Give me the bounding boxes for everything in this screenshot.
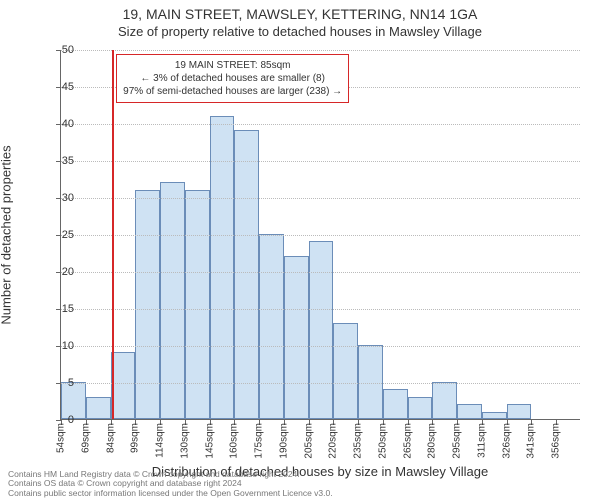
annotation-line-1: 19 MAIN STREET: 85sqm bbox=[123, 59, 342, 72]
annotation-line-3: 97% of semi-detached houses are larger (… bbox=[123, 85, 342, 98]
xtick-label: 190sqm bbox=[278, 423, 289, 459]
ytick-label: 35 bbox=[44, 155, 74, 167]
ytick-label: 40 bbox=[44, 118, 74, 130]
y-axis-label: Number of detached properties bbox=[0, 145, 14, 324]
ytick-label: 45 bbox=[44, 81, 74, 93]
xtick-label: 356sqm bbox=[551, 423, 562, 459]
ytick-label: 15 bbox=[44, 303, 74, 315]
title-line-1: 19, MAIN STREET, MAWSLEY, KETTERING, NN1… bbox=[0, 6, 600, 22]
xtick-label: 145sqm bbox=[204, 423, 215, 459]
xtick-label: 265sqm bbox=[402, 423, 413, 459]
ytick-label: 25 bbox=[44, 229, 74, 241]
footer-line-3: Contains public sector information licen… bbox=[8, 489, 333, 498]
histogram-bar bbox=[135, 190, 160, 419]
gridline bbox=[61, 124, 580, 125]
annotation-line-2: ← 3% of detached houses are smaller (8) bbox=[123, 72, 342, 85]
histogram-bar bbox=[86, 397, 111, 419]
gridline bbox=[61, 161, 580, 162]
histogram-bar bbox=[234, 130, 259, 419]
xtick-label: 99sqm bbox=[130, 423, 141, 453]
xtick-label: 114sqm bbox=[155, 423, 166, 458]
xtick-label: 220sqm bbox=[328, 423, 339, 459]
histogram-bar bbox=[185, 190, 210, 419]
histogram-bar bbox=[284, 256, 309, 419]
annotation-box: 19 MAIN STREET: 85sqm ← 3% of detached h… bbox=[116, 54, 349, 103]
ytick-label: 5 bbox=[44, 377, 74, 389]
xtick-label: 160sqm bbox=[229, 423, 240, 459]
xtick-label: 205sqm bbox=[303, 423, 314, 459]
histogram-bar bbox=[432, 382, 457, 419]
histogram-bar bbox=[482, 412, 507, 419]
ytick-label: 30 bbox=[44, 192, 74, 204]
gridline bbox=[61, 346, 580, 347]
title-line-2: Size of property relative to detached ho… bbox=[0, 24, 600, 39]
xtick-label: 311sqm bbox=[476, 423, 487, 458]
histogram-bar bbox=[358, 345, 383, 419]
footer-attribution: Contains HM Land Registry data © Crown c… bbox=[8, 470, 333, 498]
histogram-bar bbox=[408, 397, 433, 419]
histogram-bar bbox=[507, 404, 532, 419]
xtick-label: 84sqm bbox=[105, 423, 116, 453]
reference-line bbox=[112, 50, 114, 419]
xtick-label: 54sqm bbox=[56, 423, 67, 453]
chart-container: 19, MAIN STREET, MAWSLEY, KETTERING, NN1… bbox=[0, 0, 600, 500]
xtick-label: 295sqm bbox=[452, 423, 463, 459]
ytick-label: 0 bbox=[44, 414, 74, 426]
xtick-label: 280sqm bbox=[427, 423, 438, 459]
gridline bbox=[61, 272, 580, 273]
gridline bbox=[61, 383, 580, 384]
ytick-label: 10 bbox=[44, 340, 74, 352]
xtick-label: 250sqm bbox=[377, 423, 388, 459]
gridline bbox=[61, 235, 580, 236]
histogram-bar bbox=[309, 241, 334, 419]
histogram-bar bbox=[333, 323, 358, 419]
gridline bbox=[61, 50, 580, 51]
histogram-bar bbox=[259, 234, 284, 419]
histogram-bar bbox=[383, 389, 408, 419]
histogram-bar bbox=[111, 352, 136, 419]
plot-area: 19 MAIN STREET: 85sqm ← 3% of detached h… bbox=[60, 50, 580, 420]
xtick-label: 341sqm bbox=[526, 423, 537, 459]
xtick-label: 69sqm bbox=[80, 423, 91, 453]
histogram-bar bbox=[457, 404, 482, 419]
xtick-label: 175sqm bbox=[254, 423, 265, 459]
xtick-label: 235sqm bbox=[353, 423, 364, 459]
gridline bbox=[61, 309, 580, 310]
ytick-label: 50 bbox=[44, 44, 74, 56]
xtick-label: 326sqm bbox=[501, 423, 512, 459]
xtick-label: 130sqm bbox=[179, 423, 190, 459]
gridline bbox=[61, 198, 580, 199]
ytick-label: 20 bbox=[44, 266, 74, 278]
